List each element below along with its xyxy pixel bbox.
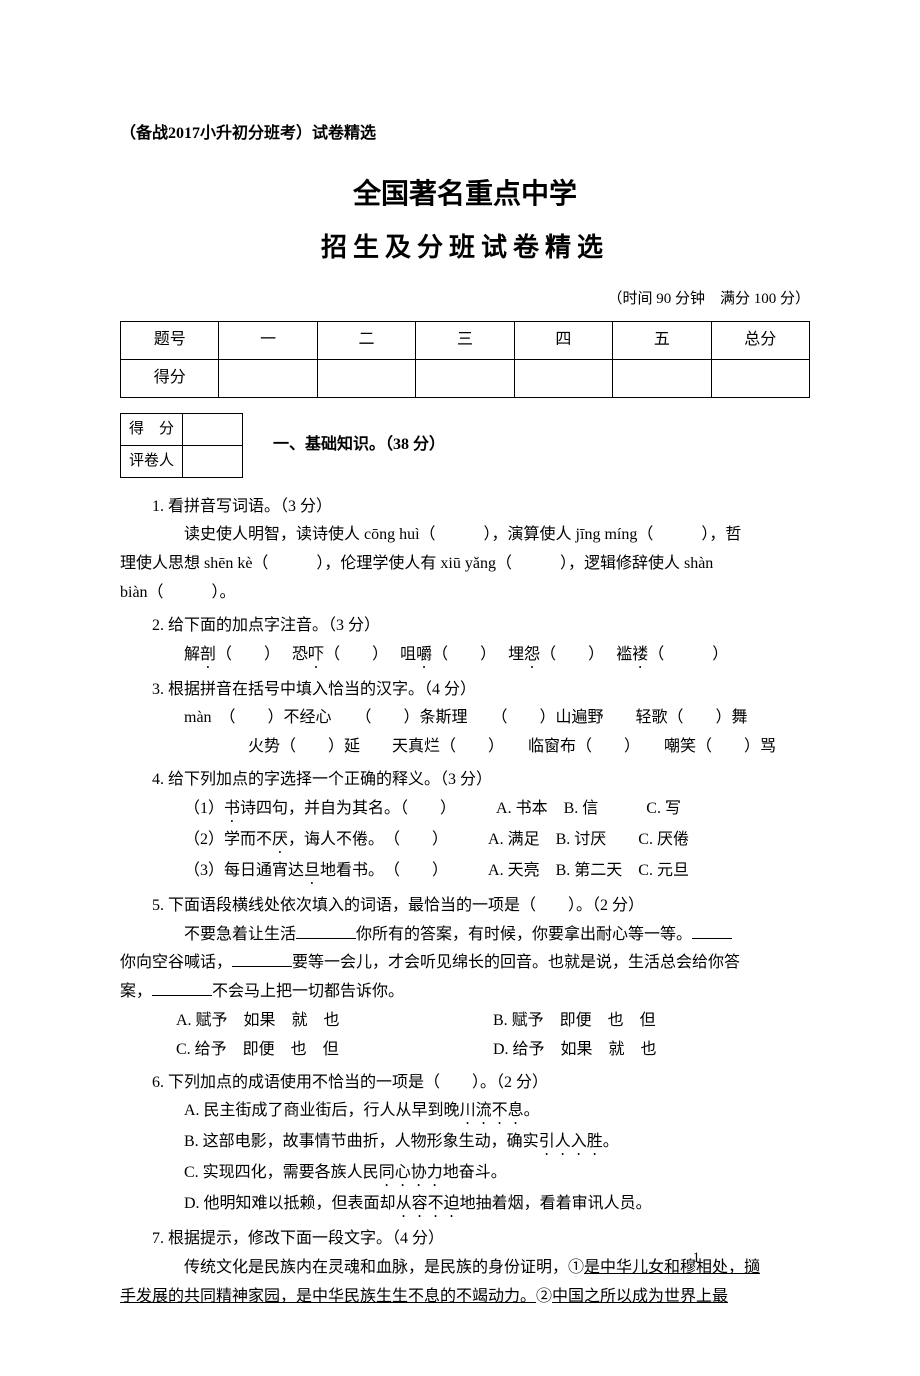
option-a: A. 赋予 如果 就 也 — [176, 1007, 493, 1036]
q2-items: 解剖（ ） 恐吓（ ） 咀嚼（ ） 埋怨（ ） 褴褛（ ） — [120, 641, 810, 672]
q6-opt-b: B. 这部电影，故事情节曲折，人物形象生动，确实引人入胜。 — [120, 1128, 810, 1159]
option-c: C. 给予 即便 也 但 — [176, 1036, 493, 1065]
grader-label: 评卷人 — [121, 445, 183, 477]
q5-line: 你向空谷喊话，要等一会儿，才会听见绵长的回音。也就是说，生活总会给你答 — [120, 949, 810, 978]
q4-item: （1）书诗四句，并自为其名。（ ） A. 书本 B. 信 C. 写 — [120, 795, 810, 826]
score-header: 题号 — [121, 321, 219, 359]
q1-line: 理使人思想 shēn kè（ ），伦理学使人有 xiū yǎng（ ），逻辑修辞… — [120, 550, 810, 579]
score-header: 二 — [317, 321, 415, 359]
q1-title: 1. 看拼音写词语。（3 分） — [120, 493, 810, 522]
q2-item: 恐吓（ ） — [292, 646, 396, 663]
question-6: 6. 下列加点的成语使用不恰当的一项是（ ）。（2 分） A. 民主街成了商业街… — [120, 1069, 810, 1222]
q3-title: 3. 根据拼音在括号中填入恰当的汉字。（4 分） — [120, 676, 810, 705]
q4-item: （2）学而不厌，诲人不倦。 （ ） A. 满足 B. 讨厌 C. 厌倦 — [120, 826, 810, 857]
q7-title: 7. 根据提示，修改下面一段文字。（4 分） — [120, 1225, 810, 1254]
q2-item: 解剖（ ） — [184, 646, 288, 663]
score-cell — [416, 359, 514, 397]
score-cell — [317, 359, 415, 397]
time-info: （时间 90 分钟 满分 100 分） — [120, 286, 810, 313]
question-2: 2. 给下面的加点字注音。（3 分） 解剖（ ） 恐吓（ ） 咀嚼（ ） 埋怨（… — [120, 612, 810, 672]
q4-item: （3）每日通宵达旦地看书。 （ ） A. 天亮 B. 第二天 C. 元旦 — [120, 857, 810, 888]
question-5: 5. 下面语段横线处依次填入的词语，最恰当的一项是（ ）。（2 分） 不要急着让… — [120, 892, 810, 1065]
section-title: 一、基础知识。（38 分） — [273, 431, 445, 460]
option-b: B. 赋予 即便 也 但 — [493, 1007, 810, 1036]
header-note: （备战2017小升初分班考）试卷精选 — [120, 120, 810, 149]
q7-line: 传统文化是民族内在灵魂和血脉，是民族的身份证明，①是中华儿女和穆相处，擿 — [120, 1254, 810, 1283]
score-cell — [711, 359, 809, 397]
score-table: 题号 一 二 三 四 五 总分 得分 — [120, 321, 810, 398]
question-4: 4. 给下列加点的字选择一个正确的释义。（3 分） （1）书诗四句，并自为其名。… — [120, 766, 810, 888]
page-number: 1 — [693, 1245, 701, 1272]
title-main: 全国著名重点中学 — [120, 169, 810, 219]
grader-label: 得 分 — [121, 413, 183, 445]
q2-item: 咀嚼（ ） — [400, 646, 504, 663]
q5-line: 案，不会马上把一切都告诉你。 — [120, 978, 810, 1007]
q6-opt-c: C. 实现四化，需要各族人民同心协力地奋斗。 — [120, 1159, 810, 1190]
q6-opt-a: A. 民主街成了商业街后，行人从早到晚川流不息。 — [120, 1097, 810, 1128]
option-d: D. 给予 如果 就 也 — [493, 1036, 810, 1065]
score-row-label: 得分 — [121, 359, 219, 397]
table-row: 评卷人 — [121, 445, 243, 477]
score-header: 五 — [613, 321, 711, 359]
score-cell — [219, 359, 317, 397]
section-header-row: 得 分 评卷人 一、基础知识。（38 分） — [120, 413, 810, 478]
table-row: 题号 一 二 三 四 五 总分 — [121, 321, 810, 359]
score-header: 总分 — [711, 321, 809, 359]
q6-opt-d: D. 他明知难以抵赖，但表面却从容不迫地抽着烟，看着审讯人员。 — [120, 1190, 810, 1221]
q5-options: A. 赋予 如果 就 也 B. 赋予 即便 也 但 — [176, 1007, 810, 1036]
q2-item: 埋怨（ ） — [508, 646, 612, 663]
title-sub: 招生及分班试卷精选 — [120, 224, 810, 271]
score-header: 一 — [219, 321, 317, 359]
q3-line: 火势（ ）延 天真烂（ ） 临窗布（ ） 嘲笑（ ）骂 — [120, 733, 810, 762]
score-cell — [613, 359, 711, 397]
table-row: 得 分 — [121, 413, 243, 445]
q5-line: 不要急着让生活你所有的答案，有时候，你要拿出耐心等一等。 — [120, 921, 810, 950]
score-cell — [514, 359, 612, 397]
question-1: 1. 看拼音写词语。（3 分） 读史使人明智，读诗使人 cōng huì（ ），… — [120, 493, 810, 608]
q1-line: 读史使人明智，读诗使人 cōng huì（ ），演算使人 jīng míng（ … — [120, 521, 810, 550]
q3-line: màn （ ）不经心 （ ）条斯理 （ ）山遍野 轻歌（ ）舞 — [120, 704, 810, 733]
grader-table: 得 分 评卷人 — [120, 413, 243, 478]
q2-title: 2. 给下面的加点字注音。（3 分） — [120, 612, 810, 641]
q1-line: biàn（ ）。 — [120, 579, 810, 608]
question-7: 7. 根据提示，修改下面一段文字。（4 分） 传统文化是民族内在灵魂和血脉，是民… — [120, 1225, 810, 1311]
q2-item: 褴褛（ ） — [616, 646, 728, 663]
question-3: 3. 根据拼音在括号中填入恰当的汉字。（4 分） màn （ ）不经心 （ ）条… — [120, 676, 810, 762]
q5-options: C. 给予 即便 也 但 D. 给予 如果 就 也 — [176, 1036, 810, 1065]
q6-title: 6. 下列加点的成语使用不恰当的一项是（ ）。（2 分） — [120, 1069, 810, 1098]
q5-title: 5. 下面语段横线处依次填入的词语，最恰当的一项是（ ）。（2 分） — [120, 892, 810, 921]
grader-blank — [183, 413, 243, 445]
table-row: 得分 — [121, 359, 810, 397]
q7-line: 手发展的共同精神家园，是中华民族生生不息的不竭动力。②中国之所以成为世界上最 — [120, 1283, 810, 1312]
score-header: 四 — [514, 321, 612, 359]
grader-blank — [183, 445, 243, 477]
score-header: 三 — [416, 321, 514, 359]
q4-title: 4. 给下列加点的字选择一个正确的释义。（3 分） — [120, 766, 810, 795]
